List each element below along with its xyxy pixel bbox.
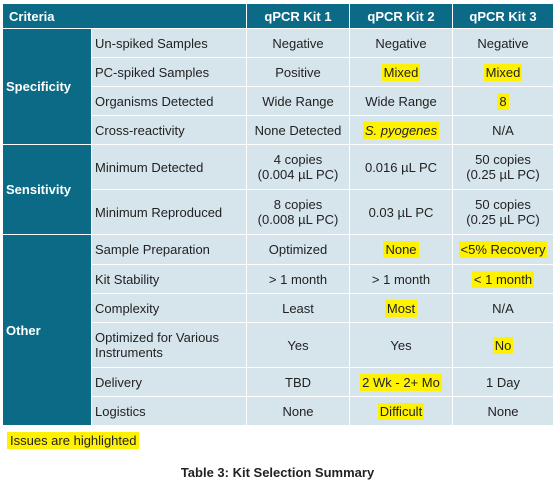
kit2-cell: 2 Wk - 2+ Mo [349,367,453,397]
kit2-cell: > 1 month [349,264,453,294]
highlight-note: Issues are highlighted [7,432,140,449]
kit3-cell: 50 copies (0.25 µL PC) [452,144,554,190]
row-label: Delivery [91,367,247,397]
highlighted-value: < 1 month [471,270,535,288]
kit1-cell: Least [246,293,350,323]
label-line-2: Instruments [95,345,163,360]
kit-selection-table: Criteria qPCR Kit 1 qPCR Kit 2 qPCR Kit … [2,3,554,426]
table-row: Minimum Reproduced 8 copies (0.008 µL PC)… [3,189,554,235]
table-row: PC-spiked Samples Positive Mixed Mixed [3,57,554,87]
value-line-1: 8 copies [273,197,323,212]
row-label: Cross-reactivity [91,115,247,145]
highlighted-value: 8 [497,92,509,110]
kit1-cell: 8 copies (0.008 µL PC) [246,189,350,235]
highlighted-value: Mixed [483,63,523,81]
label-line-1: Optimized for Various [95,330,220,345]
kit1-cell: Wide Range [246,86,350,116]
kit3-cell: N/A [452,115,554,145]
row-label: Minimum Reproduced [91,189,247,235]
kit2-cell: None [349,234,453,265]
highlighted-value: Mixed [381,63,421,81]
header-kit-2: qPCR Kit 2 [349,3,453,29]
kit3-cell: 50 copies (0.25 µL PC) [452,189,554,235]
group-sensitivity: Sensitivity [2,144,92,235]
value-line-2: (0.004 µL PC) [257,167,339,182]
kit1-cell: Yes [246,322,350,368]
highlighted-value: No [492,336,514,354]
kit3-cell: N/A [452,293,554,323]
highlighted-value: Most [384,299,418,317]
kit3-cell: <5% Recovery [452,234,554,265]
kit1-cell: Negative [246,28,350,58]
table-row: Kit Stability > 1 month > 1 month < 1 mo… [3,264,554,294]
kit2-cell: 0.016 µL PC [349,144,453,190]
kit2-cell: Negative [349,28,453,58]
kit2-cell: 0.03 µL PC [349,189,453,235]
row-label: Un-spiked Samples [91,28,247,58]
kit2-cell: Difficult [349,396,453,426]
table-row: Complexity Least Most N/A [3,293,554,323]
table-row: Specificity Un-spiked Samples Negative N… [2,28,554,145]
table-row: Other Sample Preparation Optimized None … [2,234,554,426]
row-label: Sample Preparation [91,234,247,265]
highlighted-value: <5% Recovery [458,241,548,258]
header-kit-3: qPCR Kit 3 [452,3,554,29]
kit3-cell: No [452,322,554,368]
kit3-cell: Mixed [452,57,554,87]
header-row: Criteria qPCR Kit 1 qPCR Kit 2 qPCR Kit … [2,3,554,29]
value-line-2: (0.25 µL PC) [466,167,540,182]
kit2-cell: S. pyogenes [349,115,453,145]
table-row: Logistics None Difficult None [3,396,554,426]
kit2-cell: Wide Range [349,86,453,116]
kit1-cell: > 1 month [246,264,350,294]
value-line-1: 50 copies [475,197,531,212]
kit2-cell: Yes [349,322,453,368]
highlighted-value: S. pyogenes [362,121,440,139]
highlighted-value: 2 Wk - 2+ Mo [360,373,442,391]
highlighted-value: Difficult [377,402,425,420]
header-kit-1: qPCR Kit 1 [246,3,350,29]
table-row: Cross-reactivity None Detected S. pyogen… [3,115,554,145]
kit1-cell: TBD [246,367,350,397]
kit3-cell: 1 Day [452,367,554,397]
value-line-2: (0.25 µL PC) [466,212,540,227]
row-label: Optimized for Various Instruments [91,322,247,368]
kit1-cell: Positive [246,57,350,87]
row-label: Minimum Detected [91,144,247,190]
table-row: Sensitivity Minimum Detected 4 copies (0.… [2,144,554,235]
table-row: Optimized for Various Instruments Yes Yes… [3,322,554,368]
table-row: Delivery TBD 2 Wk - 2+ Mo 1 Day [3,367,554,397]
kit3-cell: < 1 month [452,264,554,294]
row-label: PC-spiked Samples [91,57,247,87]
kit1-cell: Optimized [246,234,350,265]
kit2-cell: Mixed [349,57,453,87]
kit1-cell: None Detected [246,115,350,145]
row-label: Organisms Detected [91,86,247,116]
kit1-cell: 4 copies (0.004 µL PC) [246,144,350,190]
kit3-cell: Negative [452,28,554,58]
group-specificity: Specificity [2,28,92,145]
value-line-2: (0.008 µL PC) [257,212,339,227]
kit1-cell: None [246,396,350,426]
kit2-cell: Most [349,293,453,323]
kit3-cell: None [452,396,554,426]
table-caption: Table 3: Kit Selection Summary [180,465,375,480]
row-label: Kit Stability [91,264,247,294]
header-criteria: Criteria [2,3,247,29]
highlighted-value: None [383,241,419,258]
row-label: Complexity [91,293,247,323]
value-line-1: 50 copies [475,152,531,167]
group-other: Other [2,234,92,426]
value-line-1: 4 copies [273,152,323,167]
table-row: Organisms Detected Wide Range Wide Range… [3,86,554,116]
kit3-cell: 8 [452,86,554,116]
row-label: Logistics [91,396,247,426]
